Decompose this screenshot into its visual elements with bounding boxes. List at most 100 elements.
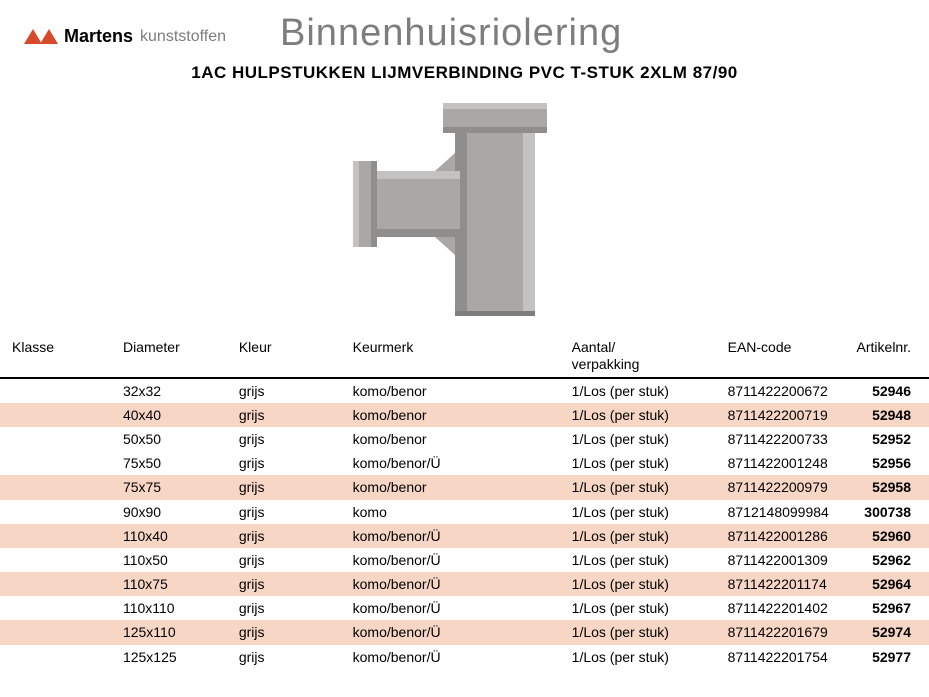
table-row: 32x32grijskomo/benor1/Los (per stuk)8711… [0, 378, 929, 403]
cell-art: 52946 [848, 378, 929, 403]
cell-kleur: grijs [231, 500, 345, 524]
cell-kleur: grijs [231, 427, 345, 451]
cell-art: 52958 [848, 475, 929, 499]
cell-kleur: grijs [231, 620, 345, 644]
cell-kleur: grijs [231, 572, 345, 596]
tstuk-icon [335, 93, 595, 323]
col-header-artikel: Artikelnr. [848, 335, 929, 378]
cell-aantal: 1/Los (per stuk) [564, 645, 720, 669]
spec-table: Klasse Diameter Kleur Keurmerk Aantal/ v… [0, 335, 929, 669]
category-title: Binnenhuisriolering [280, 12, 622, 55]
cell-diameter: 32x32 [115, 378, 231, 403]
cell-ean: 8711422001248 [720, 451, 849, 475]
cell-ean: 8712148099984 [720, 500, 849, 524]
table-body: 32x32grijskomo/benor1/Los (per stuk)8711… [0, 378, 929, 669]
cell-diameter: 90x90 [115, 500, 231, 524]
product-subtitle: 1AC HULPSTUKKEN LIJMVERBINDING PVC T-STU… [0, 63, 929, 83]
cell-kleur: grijs [231, 378, 345, 403]
product-image [0, 93, 929, 323]
cell-kleur: grijs [231, 645, 345, 669]
cell-keurmerk: komo [345, 500, 564, 524]
table-row: 110x50grijskomo/benor/Ü1/Los (per stuk)8… [0, 548, 929, 572]
cell-ean: 8711422001309 [720, 548, 849, 572]
cell-diameter: 125x110 [115, 620, 231, 644]
table-row: 75x75grijskomo/benor1/Los (per stuk)8711… [0, 475, 929, 499]
cell-diameter: 40x40 [115, 403, 231, 427]
cell-klasse [0, 620, 115, 644]
table-row: 125x125grijskomo/benor/Ü1/Los (per stuk)… [0, 645, 929, 669]
cell-aantal: 1/Los (per stuk) [564, 548, 720, 572]
cell-diameter: 110x50 [115, 548, 231, 572]
header: Martens kunststoffen Binnenhuisriolering [0, 0, 929, 61]
cell-keurmerk: komo/benor/Ü [345, 620, 564, 644]
cell-aantal: 1/Los (per stuk) [564, 500, 720, 524]
cell-kleur: grijs [231, 596, 345, 620]
table-row: 90x90grijskomo1/Los (per stuk)8712148099… [0, 500, 929, 524]
table-row: 110x75grijskomo/benor/Ü1/Los (per stuk)8… [0, 572, 929, 596]
cell-klasse [0, 548, 115, 572]
cell-klasse [0, 451, 115, 475]
cell-keurmerk: komo/benor/Ü [345, 596, 564, 620]
cell-kleur: grijs [231, 548, 345, 572]
cell-diameter: 125x125 [115, 645, 231, 669]
cell-kleur: grijs [231, 475, 345, 499]
col-header-klasse: Klasse [0, 335, 115, 378]
cell-keurmerk: komo/benor/Ü [345, 524, 564, 548]
cell-klasse [0, 403, 115, 427]
cell-ean: 8711422200672 [720, 378, 849, 403]
cell-kleur: grijs [231, 451, 345, 475]
cell-art: 52960 [848, 524, 929, 548]
cell-klasse [0, 572, 115, 596]
cell-ean: 8711422200979 [720, 475, 849, 499]
cell-keurmerk: komo/benor [345, 475, 564, 499]
cell-art: 52956 [848, 451, 929, 475]
cell-art: 52964 [848, 572, 929, 596]
cell-keurmerk: komo/benor/Ü [345, 451, 564, 475]
cell-ean: 8711422201402 [720, 596, 849, 620]
table-row: 50x50grijskomo/benor1/Los (per stuk)8711… [0, 427, 929, 451]
cell-keurmerk: komo/benor [345, 378, 564, 403]
brand-name: Martens [64, 26, 133, 47]
cell-aantal: 1/Los (per stuk) [564, 451, 720, 475]
table-row: 125x110grijskomo/benor/Ü1/Los (per stuk)… [0, 620, 929, 644]
cell-ean: 8711422200719 [720, 403, 849, 427]
cell-art: 52952 [848, 427, 929, 451]
cell-art: 52977 [848, 645, 929, 669]
cell-kleur: grijs [231, 403, 345, 427]
col-header-keurmerk: Keurmerk [345, 335, 564, 378]
col-header-ean: EAN-code [720, 335, 849, 378]
cell-klasse [0, 500, 115, 524]
cell-keurmerk: komo/benor [345, 403, 564, 427]
col-header-aantal: Aantal/ verpakking [564, 335, 720, 378]
table-row: 110x40grijskomo/benor/Ü1/Los (per stuk)8… [0, 524, 929, 548]
cell-diameter: 50x50 [115, 427, 231, 451]
col-header-diameter: Diameter [115, 335, 231, 378]
cell-keurmerk: komo/benor/Ü [345, 548, 564, 572]
cell-ean: 8711422001286 [720, 524, 849, 548]
cell-klasse [0, 524, 115, 548]
cell-ean: 8711422200733 [720, 427, 849, 451]
cell-diameter: 110x75 [115, 572, 231, 596]
cell-diameter: 75x75 [115, 475, 231, 499]
cell-klasse [0, 596, 115, 620]
table-row: 75x50grijskomo/benor/Ü1/Los (per stuk)87… [0, 451, 929, 475]
col-header-kleur: Kleur [231, 335, 345, 378]
cell-art: 52948 [848, 403, 929, 427]
cell-art: 52967 [848, 596, 929, 620]
cell-aantal: 1/Los (per stuk) [564, 475, 720, 499]
triangle-icon [40, 29, 58, 44]
brand-sub: kunststoffen [140, 28, 226, 46]
cell-klasse [0, 427, 115, 451]
cell-diameter: 75x50 [115, 451, 231, 475]
brand-logo: Martens kunststoffen [24, 26, 226, 47]
cell-aantal: 1/Los (per stuk) [564, 620, 720, 644]
cell-ean: 8711422201679 [720, 620, 849, 644]
cell-aantal: 1/Los (per stuk) [564, 572, 720, 596]
cell-art: 52974 [848, 620, 929, 644]
cell-klasse [0, 475, 115, 499]
cell-kleur: grijs [231, 524, 345, 548]
cell-aantal: 1/Los (per stuk) [564, 427, 720, 451]
cell-ean: 8711422201754 [720, 645, 849, 669]
cell-keurmerk: komo/benor/Ü [345, 572, 564, 596]
cell-aantal: 1/Los (per stuk) [564, 378, 720, 403]
